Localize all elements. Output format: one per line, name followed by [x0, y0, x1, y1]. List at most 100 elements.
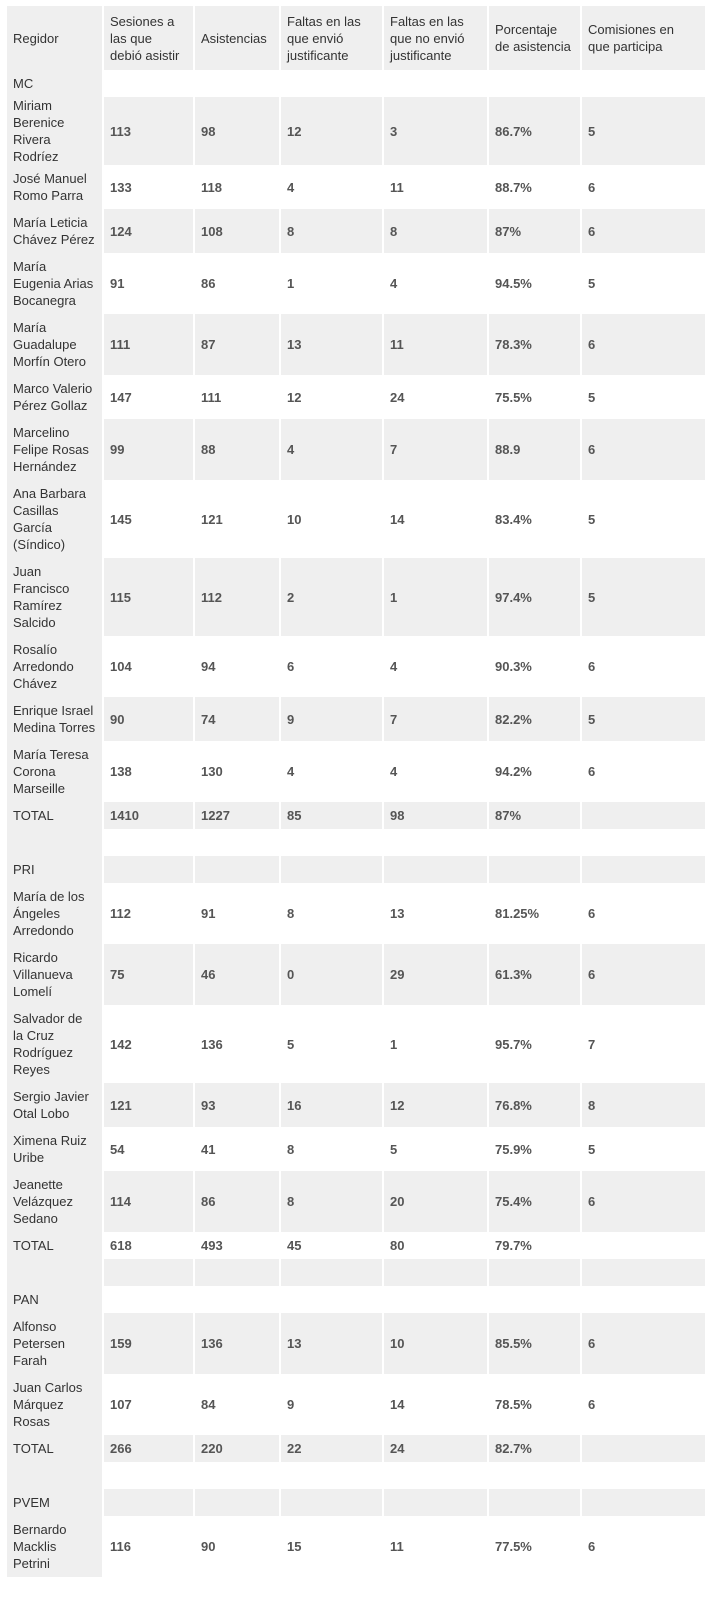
faltas-injustificadas-cell: 11 [383, 314, 489, 375]
sesiones-cell: 618 [103, 1232, 195, 1259]
asistencias-cell: 111 [194, 375, 281, 419]
regidor-cell: Juan Francisco Ramírez Salcido [7, 558, 104, 636]
header-asistencias: Asistencias [194, 6, 281, 70]
faltas-justificadas-cell: 16 [280, 1083, 384, 1127]
comisiones-cell: 7 [581, 1005, 705, 1083]
asistencias-cell: 118 [194, 165, 281, 209]
spacer-row [7, 1462, 705, 1489]
faltas-justificadas-cell: 4 [280, 419, 384, 480]
table-row: Marco Valerio Pérez Gollaz 147 111 12 24 75.5… [7, 375, 705, 419]
header-faltas-sin-justificante: Faltas en las que no envió justificante [383, 6, 489, 70]
regidor-cell: María Leticia Chávez Pérez [7, 209, 104, 253]
table-row: Juan Francisco Ramírez Salcido 115 112 2 1 97… [7, 558, 705, 636]
comisiones-cell: 6 [581, 944, 705, 1005]
comisiones-cell: 8 [581, 1083, 705, 1127]
porcentaje-cell: 82.2% [488, 697, 582, 741]
table-row: Alfonso Petersen Farah 159 136 13 10 85.5% 6 [7, 1313, 705, 1374]
faltas-injustificadas-cell: 14 [383, 480, 489, 558]
empty-cell [488, 1286, 582, 1313]
empty-cell [194, 1489, 281, 1516]
asistencias-cell: 84 [194, 1374, 281, 1435]
comisiones-cell: 6 [581, 636, 705, 697]
porcentaje-cell: 94.5% [488, 253, 582, 314]
sesiones-cell: 54 [103, 1127, 195, 1171]
faltas-injustificadas-cell [383, 829, 489, 856]
faltas-justificadas-cell: 8 [280, 1127, 384, 1171]
table-row: Miriam Berenice Rivera Rodríez 113 98 12 3 86… [7, 97, 705, 165]
faltas-justificadas-cell: 10 [280, 480, 384, 558]
header-faltas-con-justificante: Faltas en las que envió justificante [280, 6, 384, 70]
asistencias-cell: 493 [194, 1232, 281, 1259]
porcentaje-cell: 97.4% [488, 558, 582, 636]
asistencias-cell: 87 [194, 314, 281, 375]
porcentaje-cell: 82.7% [488, 1435, 582, 1462]
table-row: Ximena Ruiz Uribe 54 41 8 5 75.9% 5 [7, 1127, 705, 1171]
party-name: PVEM [7, 1489, 104, 1516]
empty-cell [581, 1489, 705, 1516]
table-row: Enrique Israel Medina Torres 90 74 9 7 82.2% 5 [7, 697, 705, 741]
faltas-justificadas-cell: 6 [280, 636, 384, 697]
asistencias-cell: 220 [194, 1435, 281, 1462]
table-row: Marcelino Felipe Rosas Hernández 99 88 4 7 88… [7, 419, 705, 480]
porcentaje-cell: 75.9% [488, 1127, 582, 1171]
comisiones-cell: 5 [581, 480, 705, 558]
regidor-cell: Juan Carlos Márquez Rosas [7, 1374, 104, 1435]
regidor-cell: María Eugenia Arias Bocanegra [7, 253, 104, 314]
porcentaje-cell: 85.5% [488, 1313, 582, 1374]
faltas-injustificadas-cell: 3 [383, 97, 489, 165]
comisiones-cell [581, 1435, 705, 1462]
comisiones-cell: 6 [581, 741, 705, 802]
asistencias-cell: 112 [194, 558, 281, 636]
table-row: Jeanette Velázquez Sedano 114 86 8 20 75.4% 6 [7, 1171, 705, 1232]
table-row: Salvador de la Cruz Rodríguez Reyes 142 13… [7, 1005, 705, 1083]
total-row: TOTAL 1410 1227 85 98 87% [7, 802, 705, 829]
regidor-cell: Bernardo Macklis Petrini [7, 1516, 104, 1577]
faltas-injustificadas-cell: 10 [383, 1313, 489, 1374]
porcentaje-cell: 88.7% [488, 165, 582, 209]
asistencias-cell: 90 [194, 1516, 281, 1577]
porcentaje-cell: 78.5% [488, 1374, 582, 1435]
faltas-injustificadas-cell: 8 [383, 209, 489, 253]
asistencias-cell: 121 [194, 480, 281, 558]
party-name: MC [7, 70, 104, 97]
sesiones-cell: 145 [103, 480, 195, 558]
porcentaje-cell [488, 829, 582, 856]
faltas-justificadas-cell: 85 [280, 802, 384, 829]
comisiones-cell: 5 [581, 253, 705, 314]
faltas-justificadas-cell: 22 [280, 1435, 384, 1462]
sesiones-cell: 99 [103, 419, 195, 480]
empty-cell [383, 1286, 489, 1313]
porcentaje-cell [488, 1259, 582, 1286]
comisiones-cell: 6 [581, 1374, 705, 1435]
porcentaje-cell: 75.5% [488, 375, 582, 419]
asistencias-cell: 130 [194, 741, 281, 802]
regidor-cell [7, 1259, 104, 1286]
faltas-justificadas-cell: 13 [280, 1313, 384, 1374]
sesiones-cell: 104 [103, 636, 195, 697]
faltas-injustificadas-cell: 13 [383, 883, 489, 944]
faltas-justificadas-cell: 9 [280, 1374, 384, 1435]
table-row: María Leticia Chávez Pérez 124 108 8 8 87% 6 [7, 209, 705, 253]
sesiones-cell: 147 [103, 375, 195, 419]
header-porcentaje: Porcentaje de asistencia [488, 6, 582, 70]
sesiones-cell: 112 [103, 883, 195, 944]
regidor-cell: TOTAL [7, 802, 104, 829]
asistencias-cell: 136 [194, 1005, 281, 1083]
comisiones-cell [581, 1259, 705, 1286]
comisiones-cell [581, 829, 705, 856]
faltas-justificadas-cell: 13 [280, 314, 384, 375]
regidor-cell: Ana Barbara Casillas García (Síndico) [7, 480, 104, 558]
faltas-injustificadas-cell [383, 1259, 489, 1286]
sesiones-cell: 111 [103, 314, 195, 375]
empty-cell [103, 1286, 195, 1313]
sesiones-cell: 124 [103, 209, 195, 253]
sesiones-cell: 107 [103, 1374, 195, 1435]
sesiones-cell: 138 [103, 741, 195, 802]
regidor-cell: Salvador de la Cruz Rodríguez Reyes [7, 1005, 104, 1083]
regidor-cell: Ricardo Villanueva Lomelí [7, 944, 104, 1005]
regidor-cell: TOTAL [7, 1232, 104, 1259]
table-row: Sergio Javier Otal Lobo 121 93 16 12 76.8% 8 [7, 1083, 705, 1127]
porcentaje-cell: 95.7% [488, 1005, 582, 1083]
empty-cell [383, 70, 489, 97]
regidor-cell: Jeanette Velázquez Sedano [7, 1171, 104, 1232]
